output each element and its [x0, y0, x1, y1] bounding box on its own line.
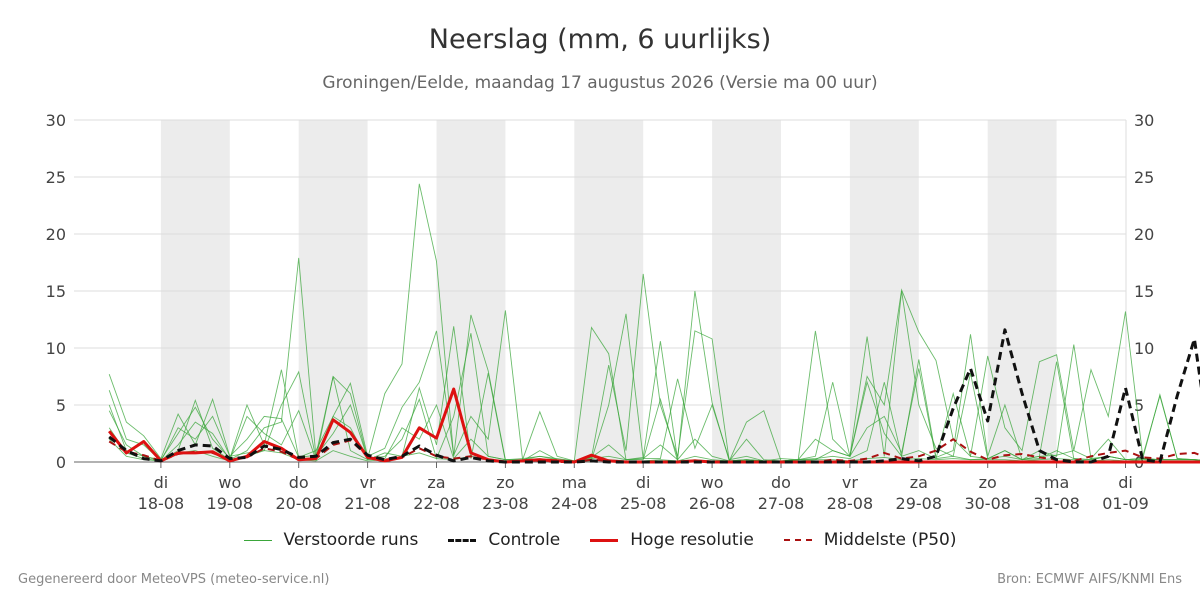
x-tick-label-date: 27-08: [758, 494, 805, 513]
y-tick-label-left: 10: [46, 339, 66, 358]
x-tick-label-day: wo: [218, 473, 241, 492]
generator-credit: Gegenereerd door MeteoVPS (meteo-service…: [18, 572, 330, 587]
x-tick-label-day: di: [154, 473, 169, 492]
x-tick-label-date: 21-08: [344, 494, 391, 513]
y-tick-label-right: 30: [1134, 111, 1154, 130]
x-tick-label-day: ma: [1044, 473, 1069, 492]
x-tick-label-date: 23-08: [482, 494, 529, 513]
x-tick-label-date: 18-08: [138, 494, 185, 513]
y-tick-label-right: 15: [1134, 282, 1154, 301]
x-tick-label-date: 22-08: [413, 494, 460, 513]
x-tick-label-day: do: [289, 473, 309, 492]
legend-item-high-res[interactable]: Hoge resolutie: [590, 530, 754, 550]
ensemble-member-line: [108, 376, 1200, 462]
x-tick-label-date: 20-08: [275, 494, 322, 513]
legend-item-median[interactable]: Middelste (P50): [783, 530, 957, 550]
legend-item-control[interactable]: Controle: [448, 530, 560, 550]
x-tick-label-day: vr: [842, 473, 858, 492]
x-tick-label-date: 01-09: [1102, 494, 1149, 513]
legend-item-perturbed[interactable]: Verstoorde runs: [243, 530, 419, 550]
x-tick-label-day: di: [1118, 473, 1133, 492]
x-tick-label-day: zo: [496, 473, 514, 492]
control-run-line: [108, 328, 1200, 464]
x-tick-label-date: 31-08: [1033, 494, 1080, 513]
y-tick-label-left: 5: [56, 396, 66, 415]
x-tick-label-day: za: [427, 473, 445, 492]
legend-swatch-median: [783, 539, 812, 541]
x-tick-label-day: za: [910, 473, 928, 492]
x-tick-label-day: wo: [701, 473, 724, 492]
x-tick-label-date: 26-08: [689, 494, 736, 513]
x-tick-label-day: vr: [360, 473, 376, 492]
y-tick-label-right: 20: [1134, 225, 1154, 244]
ensemble-member-line: [108, 183, 1200, 462]
ensemble-member-line: [108, 290, 1200, 463]
y-tick-label-left: 25: [46, 168, 66, 187]
x-tick-label-day: ma: [562, 473, 587, 492]
chart-title: Neerslag (mm, 6 uurlijks): [428, 24, 772, 55]
data-source: Bron: ECMWF AIFS/KNMI Ens: [997, 572, 1182, 587]
chart-subtitle: Groningen/Eelde, maandag 17 augustus 202…: [322, 73, 878, 93]
legend-swatch-control: [448, 538, 477, 542]
x-tick-label-day: zo: [979, 473, 997, 492]
y-tick-label-right: 25: [1134, 168, 1154, 187]
y-tick-label-left: 30: [46, 111, 66, 130]
legend-swatch-perturbed: [243, 539, 272, 541]
x-tick-label-date: 30-08: [964, 494, 1011, 513]
y-tick-label-right: 5: [1134, 396, 1144, 415]
x-tick-label-date: 25-08: [620, 494, 667, 513]
chart-legend: Verstoorde runs Controle Hoge resolutie …: [0, 530, 1200, 550]
legend-label-median: Middelste (P50): [823, 530, 957, 550]
legend-label-high-res: Hoge resolutie: [630, 530, 754, 550]
x-tick-label-date: 28-08: [827, 494, 874, 513]
x-tick-label-date: 24-08: [551, 494, 598, 513]
y-tick-label-right: 10: [1134, 339, 1154, 358]
legend-swatch-high-res: [590, 538, 619, 542]
ensemble-member-line: [108, 326, 1200, 462]
y-tick-label-left: 0: [56, 453, 66, 472]
x-tick-label-day: do: [771, 473, 791, 492]
y-tick-label-left: 20: [46, 225, 66, 244]
legend-label-control: Controle: [488, 530, 561, 550]
legend-label-perturbed: Verstoorde runs: [283, 530, 419, 550]
x-tick-label-day: di: [636, 473, 651, 492]
y-tick-label-left: 15: [46, 282, 66, 301]
x-tick-label-date: 29-08: [896, 494, 943, 513]
x-tick-label-date: 19-08: [207, 494, 254, 513]
